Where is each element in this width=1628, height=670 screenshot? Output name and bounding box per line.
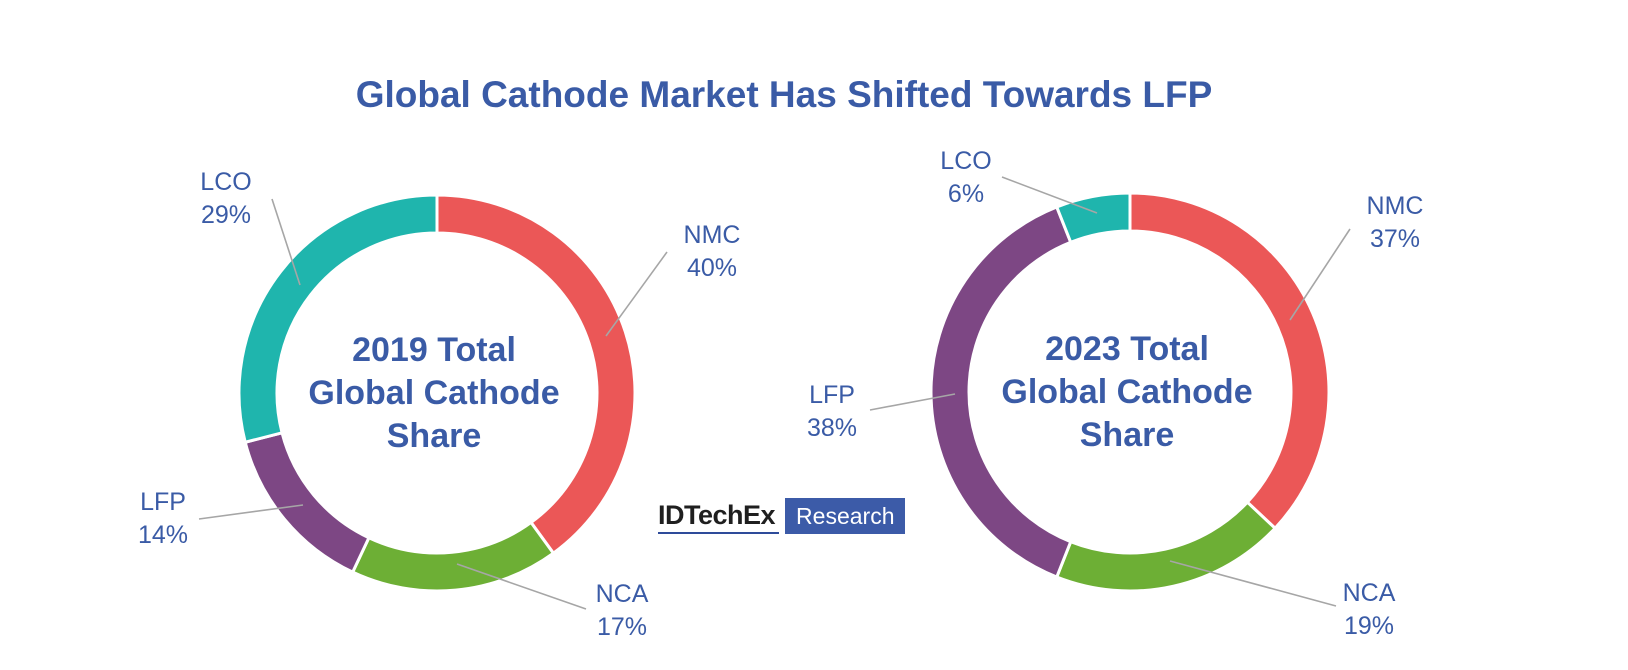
- category-label-lco: LCO: [940, 147, 991, 175]
- value-label-nca: 19%: [1344, 612, 1394, 640]
- center-label-line: Global Cathode: [308, 374, 559, 412]
- leader-line-lco: [271, 198, 301, 286]
- donut-chart-2019: NMC 40% NCA 17% LFP 14% LCO 29% 2019 Total Global…: [138, 168, 740, 641]
- leader-line-nca: [456, 563, 587, 610]
- center-label-line: Global Cathode: [1001, 373, 1252, 411]
- value-label-nmc: 40%: [687, 254, 737, 282]
- category-label-nca: NCA: [1343, 579, 1396, 607]
- leader-line-nca: [1169, 560, 1337, 607]
- value-label-lco: 29%: [201, 201, 251, 229]
- slice-nca: [1054, 500, 1278, 593]
- category-label-lco: LCO: [200, 168, 251, 196]
- slice-lfp: [243, 430, 371, 575]
- chart-title: Global Cathode Market Has Shifted Toward…: [356, 74, 1213, 115]
- leader-line-nmc: [605, 251, 668, 337]
- value-label-lco: 6%: [948, 180, 984, 208]
- leader-line-lfp: [869, 393, 956, 411]
- category-label-lfp: LFP: [809, 381, 855, 409]
- logo-tag: Research: [785, 498, 906, 534]
- category-label-nmc: NMC: [1367, 192, 1424, 220]
- slice-lco: [1054, 191, 1132, 245]
- value-label-nmc: 37%: [1370, 225, 1420, 253]
- slice-nca: [350, 520, 556, 593]
- value-label-lfp: 14%: [138, 521, 188, 549]
- logo-brand: IDTechEx: [658, 498, 780, 534]
- center-label-line: Share: [1080, 416, 1175, 454]
- leader-line-lfp: [198, 504, 304, 520]
- slice-lco: [237, 193, 439, 445]
- leader-line-nmc: [1289, 228, 1351, 321]
- value-label-lfp: 38%: [807, 414, 857, 442]
- center-label-line: 2023 Total: [1045, 330, 1209, 368]
- value-label-nca: 17%: [597, 613, 647, 641]
- center-label-line: 2019 Total: [352, 331, 516, 369]
- idtechex-logo: IDTechEx Research: [658, 498, 906, 534]
- category-label-nca: NCA: [596, 580, 649, 608]
- leader-line-lco: [1001, 176, 1098, 214]
- donut-chart-2023: NMC 37% NCA 19% LFP 38% LCO 6% 2023 Total Global …: [807, 147, 1423, 640]
- center-label-line: Share: [387, 417, 482, 455]
- category-label-lfp: LFP: [140, 488, 186, 516]
- category-label-nmc: NMC: [684, 221, 741, 249]
